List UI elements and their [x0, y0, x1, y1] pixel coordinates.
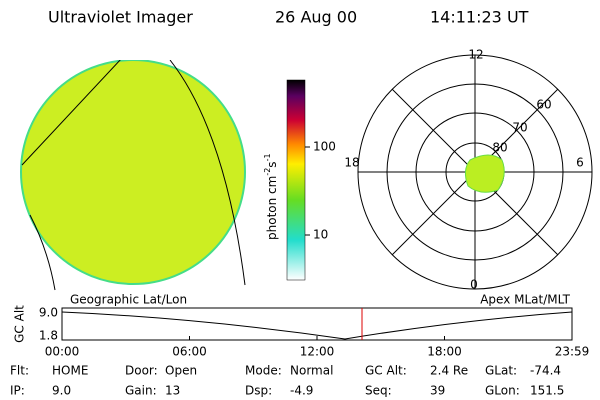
mlt-label: 18 — [344, 156, 359, 170]
info-value: Normal — [290, 364, 333, 378]
info-value: 39 — [430, 384, 445, 398]
info-key: IP: — [10, 384, 25, 398]
mlt-label: 12 — [468, 48, 483, 62]
colorbar-tick: 100 — [313, 140, 336, 154]
x-tick-label: 00:00 — [45, 345, 80, 359]
x-tick-label: 18:00 — [427, 345, 462, 359]
info-key: GC Alt: — [365, 364, 407, 378]
x-tick-label: 23:59 — [555, 345, 590, 359]
colorbar-tick: 10 — [313, 228, 328, 242]
info-value: 151.5 — [530, 384, 564, 398]
info-key: Door: — [125, 364, 158, 378]
info-value: -74.4 — [530, 364, 561, 378]
mlat-label: 80 — [492, 141, 507, 155]
colorbar — [286, 79, 306, 281]
mlt-label: 6 — [576, 156, 584, 170]
mlt-label: 0 — [470, 278, 478, 292]
time: 14:11:23 UT — [430, 8, 529, 27]
image — [20, 60, 246, 291]
info-value: -4.9 — [290, 384, 313, 398]
panel-label: Apex MLat/MLT — [480, 293, 570, 307]
panel-label: Geographic Lat/Lon — [70, 293, 187, 307]
info-key: Dsp: — [245, 384, 272, 398]
info-key: Mode: — [245, 364, 282, 378]
y-tick-label: 9.0 — [39, 306, 58, 320]
info-value: 2.4 Re — [430, 364, 468, 378]
colorbar-label: photon cm-2s-1 — [263, 153, 279, 240]
info-value: HOME — [52, 364, 88, 378]
date: 26 Aug 00 — [275, 8, 357, 27]
x-tick-label: 12:00 — [300, 345, 335, 359]
info-key: Flt: — [10, 364, 29, 378]
info-value: 9.0 — [52, 384, 71, 398]
y-label: GC Alt — [13, 305, 27, 343]
y-tick-label: 1.8 — [39, 329, 58, 343]
x-tick-label: 06:00 — [172, 345, 207, 359]
title: Ultraviolet Imager — [48, 8, 193, 27]
info-value: 13 — [165, 384, 180, 398]
mlat-label: 70 — [512, 121, 527, 135]
info-key: GLon: — [485, 384, 520, 398]
info-key: GLat: — [485, 364, 517, 378]
info-key: Gain: — [125, 384, 157, 398]
altitude-curve — [61, 311, 573, 340]
mlat-label: 60 — [536, 98, 551, 112]
aurora — [464, 154, 505, 193]
info-value: Open — [165, 364, 197, 378]
info-key: Seq: — [365, 384, 392, 398]
